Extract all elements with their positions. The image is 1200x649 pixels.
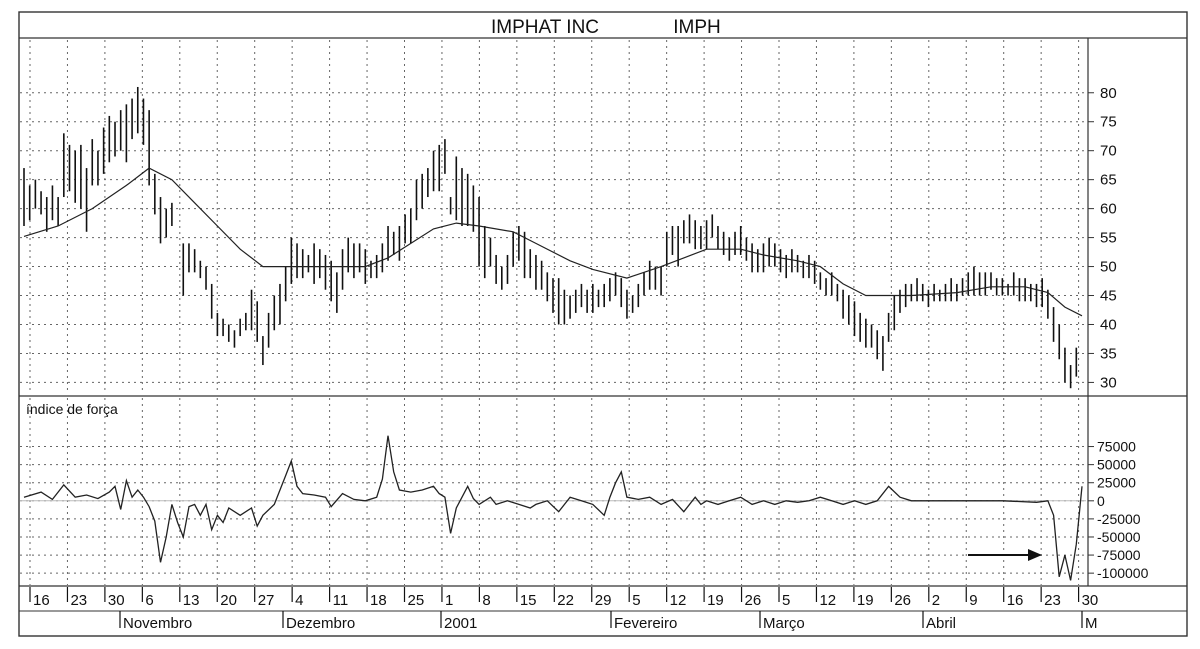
x-day-tick-label: 18 [370, 592, 387, 609]
force-y-tick-label: -50000 [1097, 529, 1141, 545]
force-index-label: índice de força [26, 401, 118, 417]
x-day-tick-label: 30 [108, 592, 125, 609]
price-panel: 30 35 40 45 50 55 60 65 70 75 80 [20, 40, 1117, 394]
force-y-tick-label: -100000 [1097, 565, 1149, 581]
x-day-tick-label: 16 [33, 592, 50, 609]
x-day-tick-label: 27 [258, 592, 275, 609]
x-day-tick-label: 5 [632, 592, 640, 609]
price-y-axis: 30 35 40 45 50 55 60 65 70 75 80 [1088, 85, 1117, 391]
x-day-tick-label: 26 [745, 592, 762, 609]
force-index-panel: 75000 50000 25000 0 -25000 -50000 -75000 -10000… [20, 398, 1149, 585]
price-y-tick-label: 75 [1100, 114, 1117, 131]
x-day-tick-label: 5 [782, 592, 790, 609]
x-day-tick-label: 9 [969, 592, 977, 609]
x-month-label: Março [763, 615, 805, 632]
chart-title-ticker: IMPH [673, 17, 721, 38]
price-y-tick-label: 55 [1100, 230, 1117, 247]
force-y-tick-label: 0 [1097, 493, 1105, 509]
x-day-tick-label: 23 [1044, 592, 1061, 609]
force-arrow-annotation [968, 549, 1042, 561]
x-month-label: 2001 [444, 615, 477, 632]
force-y-tick-label: -75000 [1097, 547, 1141, 563]
x-day-tick-label: 13 [183, 592, 200, 609]
force-y-tick-label: -25000 [1097, 511, 1141, 527]
x-day-tick-label: 19 [857, 592, 874, 609]
price-y-tick-label: 80 [1100, 85, 1117, 102]
arrow-head-icon [1028, 549, 1042, 561]
x-month-label: Dezembro [286, 615, 355, 632]
x-axis-day-ticks: 16 23 30 6 13 20 27 4 11 18 25 1 8 15 22 29 5 12 19 26 5 12 19… [29, 587, 1099, 609]
x-month-label: Abril [926, 615, 956, 632]
force-y-axis: 75000 50000 25000 0 -25000 -50000 -75000 -10000… [1088, 439, 1149, 581]
x-month-label: M [1085, 615, 1098, 632]
x-day-tick-label: 20 [220, 592, 237, 609]
x-day-tick-label: 29 [595, 592, 612, 609]
x-day-tick-label: 25 [408, 592, 425, 609]
moving-average-line [23, 167, 1083, 317]
force-y-tick-label: 50000 [1097, 457, 1136, 473]
x-day-tick-label: 1 [445, 592, 453, 609]
force-y-tick-label: 25000 [1097, 475, 1136, 491]
chart-title-company: IMPHAT INC [491, 17, 599, 38]
x-day-tick-label: 16 [1007, 592, 1024, 609]
force-index-line [23, 435, 1083, 581]
price-y-tick-label: 30 [1100, 374, 1117, 391]
price-y-tick-label: 65 [1100, 172, 1117, 189]
x-day-tick-label: 22 [557, 592, 574, 609]
x-day-tick-label: 11 [333, 592, 349, 609]
x-day-tick-label: 26 [894, 592, 911, 609]
x-day-tick-label: 8 [482, 592, 490, 609]
price-bars [23, 86, 1078, 389]
x-month-label: Fevereiro [614, 615, 677, 632]
x-day-tick-label: 30 [1082, 592, 1099, 609]
x-day-tick-label: 15 [520, 592, 537, 609]
x-day-tick-label: 2 [932, 592, 940, 609]
x-day-tick-label: 6 [145, 592, 153, 609]
price-y-tick-label: 70 [1100, 143, 1117, 160]
price-y-tick-label: 60 [1100, 201, 1117, 218]
x-day-tick-label: 23 [70, 592, 87, 609]
force-y-tick-label: 75000 [1097, 439, 1136, 455]
x-axis-months: Novembro Dezembro 2001 Fevereiro Março Abril M [119, 611, 1098, 632]
price-y-tick-label: 35 [1100, 345, 1117, 362]
x-day-tick-label: 12 [670, 592, 687, 609]
x-day-tick-label: 19 [707, 592, 724, 609]
price-y-tick-label: 40 [1100, 316, 1117, 333]
x-month-label: Novembro [123, 615, 192, 632]
price-y-tick-label: 50 [1100, 259, 1117, 276]
x-day-tick-label: 12 [819, 592, 836, 609]
x-day-tick-label: 4 [295, 592, 303, 609]
price-y-tick-label: 45 [1100, 288, 1117, 305]
